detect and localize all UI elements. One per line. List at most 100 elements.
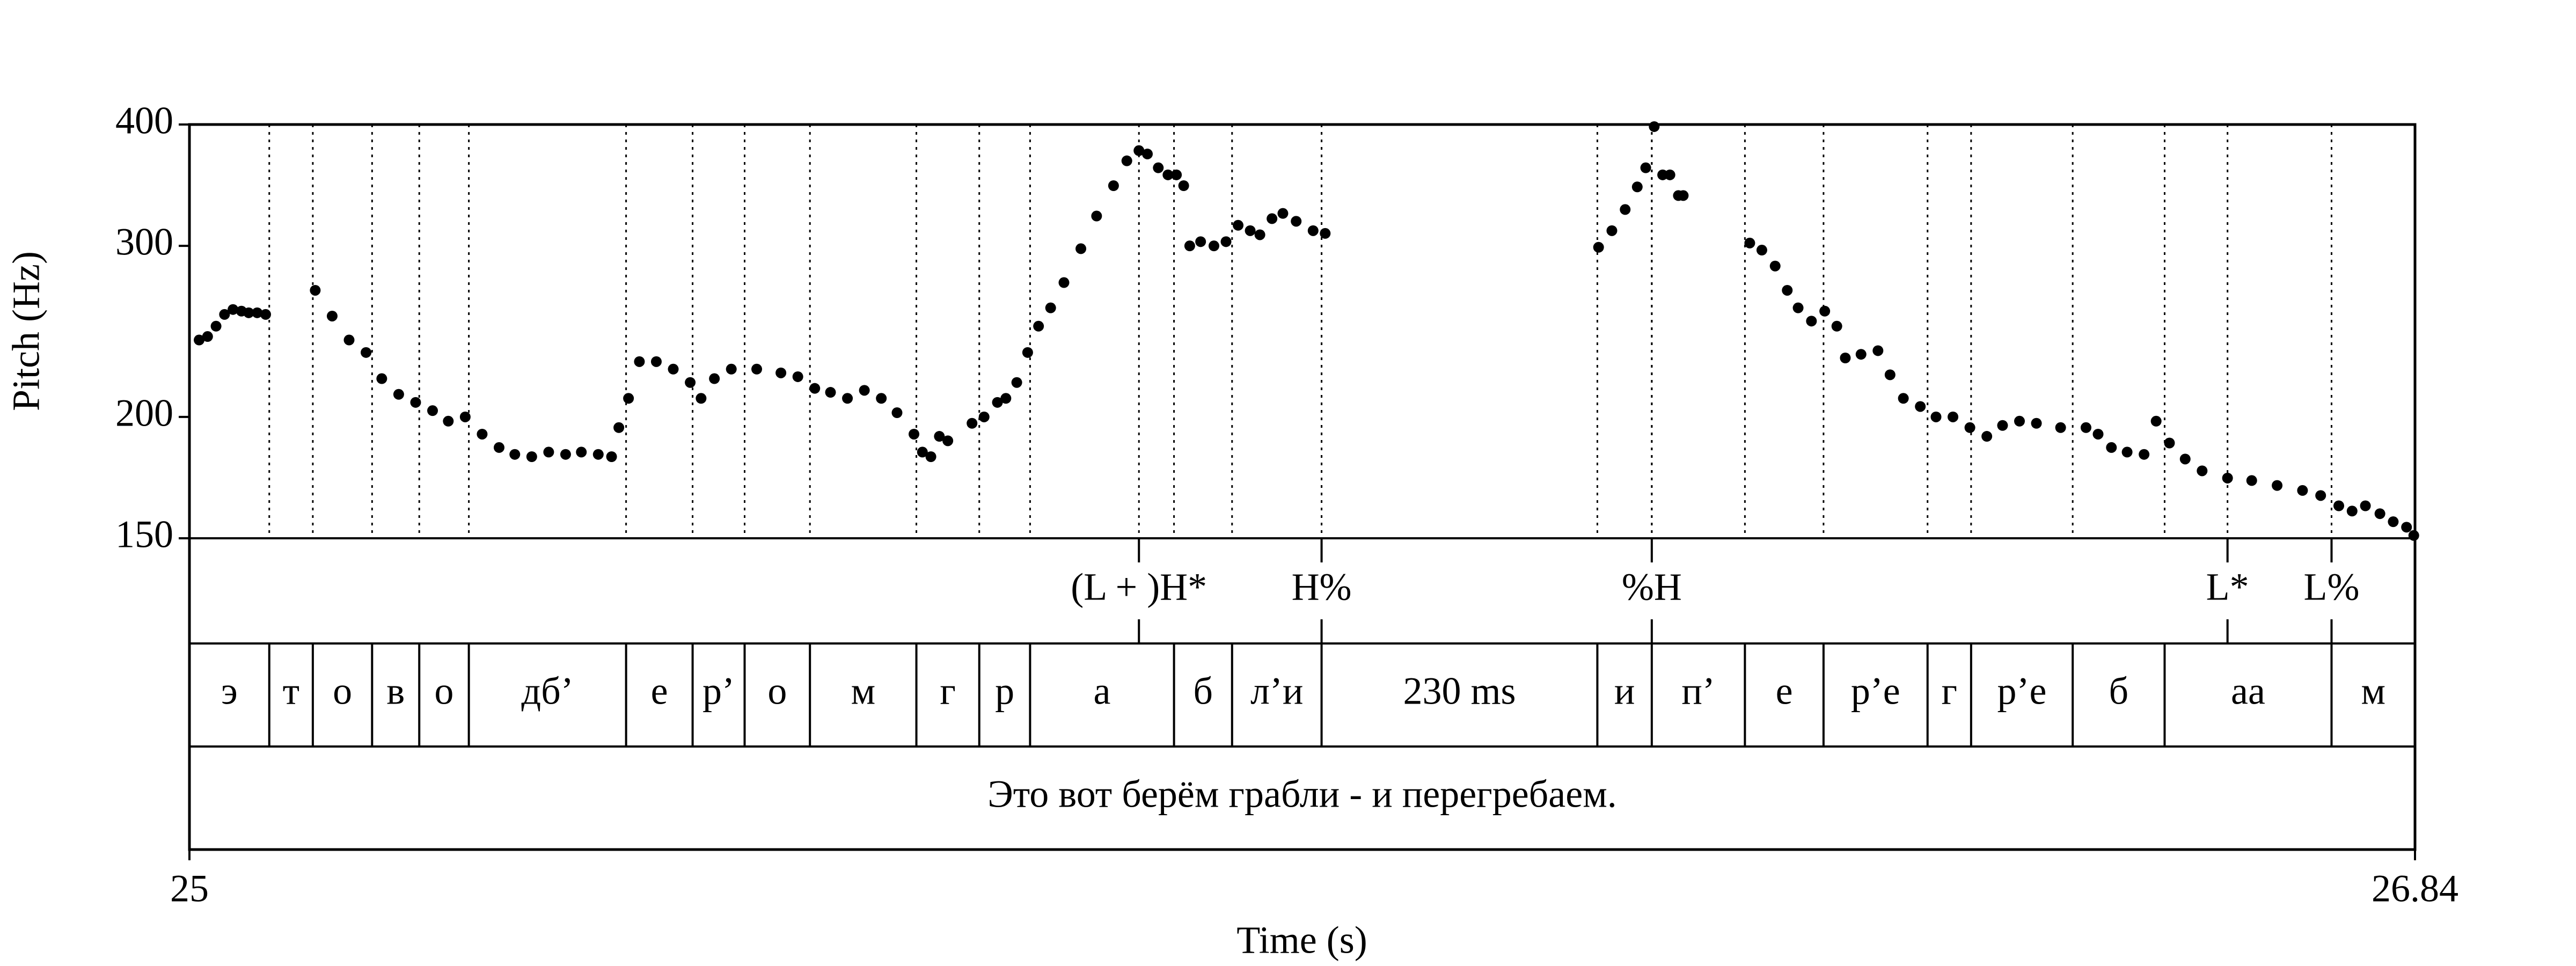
pitch-point [1045,302,1056,313]
pitch-point [2031,418,2042,429]
pitch-point [393,389,404,400]
y-axis-label: Pitch (Hz) [5,251,48,411]
pitch-point [1153,162,1164,173]
pitch-point [978,411,990,422]
segment-label: м [851,670,876,713]
pitch-point [1220,236,1232,247]
pitch-point [685,377,696,388]
segment-label: о [767,670,787,713]
pitch-point [361,347,372,358]
y-tick-label: 400 [115,99,173,142]
y-tick-label: 200 [115,391,173,434]
segment-label: е [651,670,668,713]
tone-label: (L + )H* [1071,566,1207,609]
pitch-point [2121,447,2133,458]
pitch-point [992,397,1003,408]
pitch-point [917,447,928,458]
pitch-point [2222,472,2233,484]
pitch-point [1631,181,1643,193]
pitch-point [842,393,853,404]
pitch-point [1664,169,1675,180]
pitch-point [1277,208,1289,219]
segment-label: аа [2231,670,2265,713]
y-tick-label: 150 [115,513,173,556]
pitch-point [2346,506,2358,517]
segment-label: а [1094,670,1111,713]
tone-label: L% [2304,566,2360,609]
pitch-point [1884,369,1896,380]
pitch-point [634,356,645,367]
pitch-point [650,356,662,367]
pitch-point [2297,485,2308,496]
pitch-point [809,383,821,394]
pitch-point [1178,180,1189,192]
pitch-point [1678,190,1689,201]
pitch-point [1142,148,1153,159]
pitch-point [613,422,625,433]
pitch-point [2374,508,2385,519]
frame [188,123,2417,851]
pitch-point [1744,237,1755,248]
pitch-point [1819,305,1831,317]
segment-label: р [995,670,1014,713]
segment-label: м [2361,670,2385,713]
pitch-point [934,431,945,442]
pitch-point [1011,377,1022,388]
pitch-point [326,310,338,321]
pitch-point [2139,449,2150,460]
pitch-point [1033,320,1044,332]
segment-label: е [1776,670,1793,713]
pitch-point [1964,422,1975,433]
pitch-point [194,334,205,346]
pitch-point [668,363,679,375]
pitch-point [876,393,887,404]
segment-label: п’ [1681,670,1715,713]
pitch-point [2246,475,2257,486]
pitch-point [376,373,387,384]
pitch-point [1075,243,1087,254]
pitch-point [2315,490,2326,501]
y-tick-label: 300 [115,221,173,264]
pitch-point [623,393,634,404]
pitch-point [526,451,537,462]
pitch-point [310,284,321,296]
pitch-point [1855,349,1867,360]
pitch-point [1245,225,1256,236]
pitch-point [925,451,936,462]
pitch-point [709,373,720,384]
pitch-point [1769,260,1781,272]
segment-label: о [434,670,453,713]
pitch-point [592,449,604,460]
tone-label: %H [1622,566,1682,609]
pitch-point [210,320,222,332]
pitch-point [792,371,803,382]
pitch-point [1184,240,1195,252]
pitch-point [2333,500,2345,511]
x-tick-label: 25 [170,867,209,910]
pitch-point [2401,522,2412,533]
pitch-point [443,415,454,427]
tone-label: H% [1292,566,1352,609]
pitch-point [1267,213,1278,224]
pitch-point [260,309,271,320]
pitch-point [1121,155,1132,166]
pitch-point [2055,422,2066,433]
sentence-label: Это вот берём грабли - и перегребаем. [987,773,1617,816]
segment-label: т [283,670,299,713]
pitch-point [1162,169,1174,180]
pitch-point [1606,225,1618,236]
pitch-point [1291,216,1302,227]
pitch-point [2080,422,2091,433]
segment-label: и [1614,670,1635,713]
pitch-point [1756,245,1767,256]
pitch-point [2360,500,2371,511]
pitch-point [2388,516,2399,528]
pitch-point [859,385,870,396]
pitch-point [477,428,488,440]
pitch-point [219,309,230,320]
pitch-point [493,442,504,453]
pitch-point [1254,229,1265,240]
pitch-point [1782,284,1793,296]
segment-label: о [333,670,352,713]
